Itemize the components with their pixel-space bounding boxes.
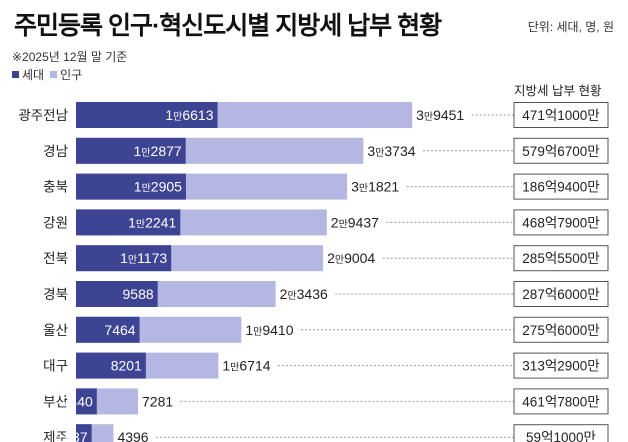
- legend-household-label: 세대: [22, 68, 45, 82]
- category-label: 광주전남: [18, 108, 68, 123]
- category-label: 대구: [43, 359, 68, 374]
- tax-box: [513, 245, 609, 272]
- household-value-label: 1만2905: [134, 179, 182, 195]
- household-bar: [76, 281, 158, 307]
- tax-value: 287억6000만: [522, 287, 599, 302]
- population-value-label: 3만3734: [367, 143, 415, 159]
- tax-box: [513, 137, 609, 164]
- tax-value: 468억7900만: [522, 215, 599, 230]
- category-label: 경남: [43, 144, 68, 159]
- household-bar: [76, 102, 218, 128]
- tax-box: [513, 316, 609, 343]
- footnote: ※2025년 12월 말 기준: [12, 50, 128, 64]
- category-label: 경북: [43, 287, 68, 302]
- tax-value: 579억6700만: [522, 144, 599, 159]
- tax-column-header: 지방세 납부 현황: [514, 84, 602, 98]
- tax-value: 59억1000만: [526, 430, 596, 442]
- household-value-label: 1만1173: [120, 250, 167, 266]
- legend-household-swatch: [12, 71, 19, 78]
- legend-population-swatch: [50, 71, 58, 78]
- population-value-label: 7281: [142, 393, 173, 409]
- tax-value: 285억5500만: [522, 251, 599, 266]
- population-value-label: 1만6714: [222, 358, 270, 374]
- household-value-label: 1만2241: [128, 214, 176, 230]
- tax-box: [513, 281, 609, 307]
- household-value-label: 9588: [123, 286, 154, 302]
- category-label: 울산: [43, 323, 68, 338]
- legend-population: 인구: [50, 66, 82, 83]
- population-value-label: 3만1821: [351, 179, 399, 195]
- unit-note: 단위: 세대, 명, 원: [527, 20, 614, 34]
- tax-box: [513, 352, 609, 379]
- chart-title: 주민등록 인구·혁신도시별 지방세 납부 현황: [14, 12, 442, 40]
- population-value-label: 4396: [117, 429, 148, 442]
- tax-value: 461억7800만: [522, 394, 599, 409]
- population-value-label: 2만9437: [331, 214, 379, 230]
- household-bar: [76, 388, 97, 415]
- household-value-label: 2440: [62, 393, 93, 409]
- household-bar: [76, 245, 172, 272]
- household-value-label: 1만6613: [165, 107, 213, 123]
- tax-value: 275억6000만: [522, 323, 599, 338]
- population-value-label: 3만9451: [416, 107, 464, 123]
- population-value-label: 2만9004: [327, 250, 375, 266]
- tax-box: [513, 102, 609, 128]
- household-bar: [76, 424, 92, 442]
- tax-box: [513, 173, 609, 200]
- legend-household: 세대: [12, 66, 44, 83]
- household-bar: [76, 209, 181, 236]
- legend-population-label: 인구: [60, 68, 83, 82]
- household-bar: [76, 316, 140, 343]
- population-value-label: 2만3436: [280, 286, 328, 302]
- household-value-label: 7464: [104, 322, 135, 338]
- population-value-label: 1만9410: [245, 322, 293, 338]
- tax-box: [513, 424, 609, 442]
- tax-value: 186억9400만: [522, 180, 599, 195]
- household-bar: [76, 352, 146, 379]
- household-value-label: 1837: [56, 429, 87, 442]
- tax-value: 313억2900만: [522, 359, 599, 374]
- household-value-label: 8201: [111, 358, 142, 374]
- category-label: 부산: [43, 394, 68, 409]
- category-label: 전북: [43, 251, 68, 266]
- tax-value: 471억1000만: [522, 108, 599, 123]
- household-bar: [76, 173, 186, 200]
- household-bar: [76, 137, 186, 164]
- legend: 세대 인구: [12, 66, 88, 83]
- tax-box: [513, 209, 609, 236]
- category-label: 강원: [43, 215, 68, 230]
- household-value-label: 1만2877: [134, 143, 182, 159]
- category-label: 충북: [43, 180, 68, 195]
- category-label: 제주: [43, 430, 68, 442]
- tax-box: [513, 388, 609, 415]
